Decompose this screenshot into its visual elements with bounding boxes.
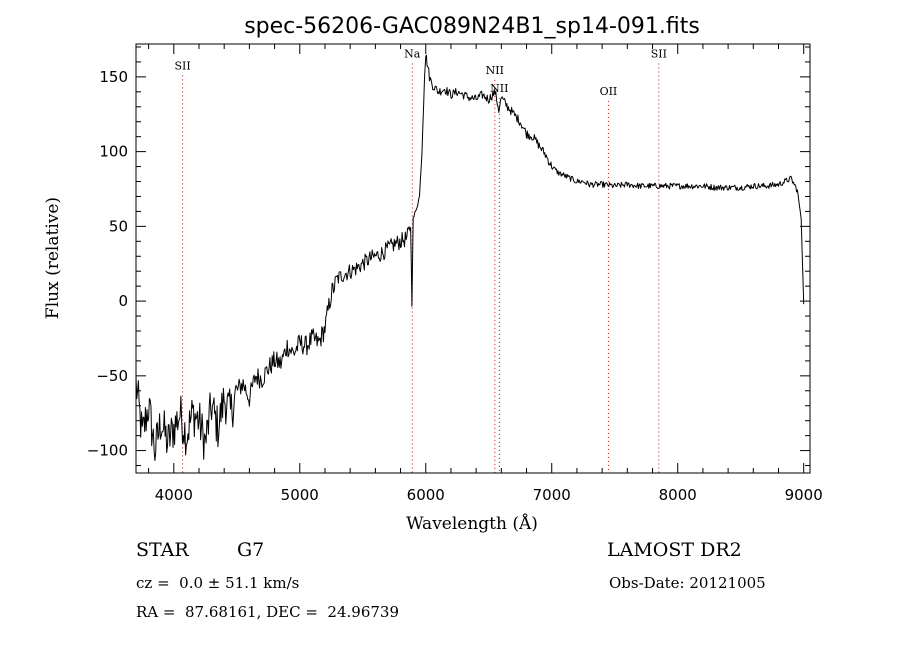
coordinates: RA = 87.68161, DEC = 24.96739 bbox=[136, 603, 400, 621]
object-subclass: G7 bbox=[237, 539, 265, 561]
line-marker-label-4: OII bbox=[600, 85, 618, 98]
y-axis-label: Flux (relative) bbox=[43, 197, 63, 319]
obs-date: Obs-Date: 20121005 bbox=[609, 574, 766, 592]
x-tick-label-0: 4000 bbox=[155, 486, 193, 504]
object-class: STAR bbox=[136, 539, 189, 561]
x-tick-label-3: 7000 bbox=[533, 486, 571, 504]
x-axis-label: Wavelength (Å) bbox=[406, 513, 538, 534]
x-tick-label-5: 9000 bbox=[785, 486, 823, 504]
chart-title: spec-56206-GAC089N24B1_sp14-091.fits bbox=[244, 14, 700, 39]
y-tick-label-2: 0 bbox=[118, 292, 128, 310]
survey-name: LAMOST DR2 bbox=[607, 539, 742, 561]
x-tick-label-2: 6000 bbox=[407, 486, 445, 504]
x-tick-label-1: 5000 bbox=[281, 486, 319, 504]
y-tick-label-3: 50 bbox=[109, 217, 128, 235]
spectrum-line bbox=[135, 54, 805, 461]
line-marker-label-5: SII bbox=[651, 47, 667, 60]
line-marker-label-0: SII bbox=[174, 59, 190, 72]
redshift-readout: cz = 0.0 ± 51.1 km/s bbox=[136, 574, 300, 592]
y-tick-label-0: −100 bbox=[87, 442, 128, 460]
plot-frame bbox=[135, 43, 811, 474]
line-marker-label-2: NII bbox=[486, 64, 504, 77]
x-tick-label-4: 8000 bbox=[659, 486, 697, 504]
line-marker-label-1: Na bbox=[404, 47, 421, 60]
y-tick-label-5: 150 bbox=[99, 68, 128, 86]
y-tick-label-1: −50 bbox=[96, 367, 128, 385]
axis-ticks: 4000 5000 6000 7000 8000 9000 −100 −50 0 50 100 150 bbox=[87, 44, 823, 504]
y-tick-label-4: 100 bbox=[99, 143, 128, 161]
